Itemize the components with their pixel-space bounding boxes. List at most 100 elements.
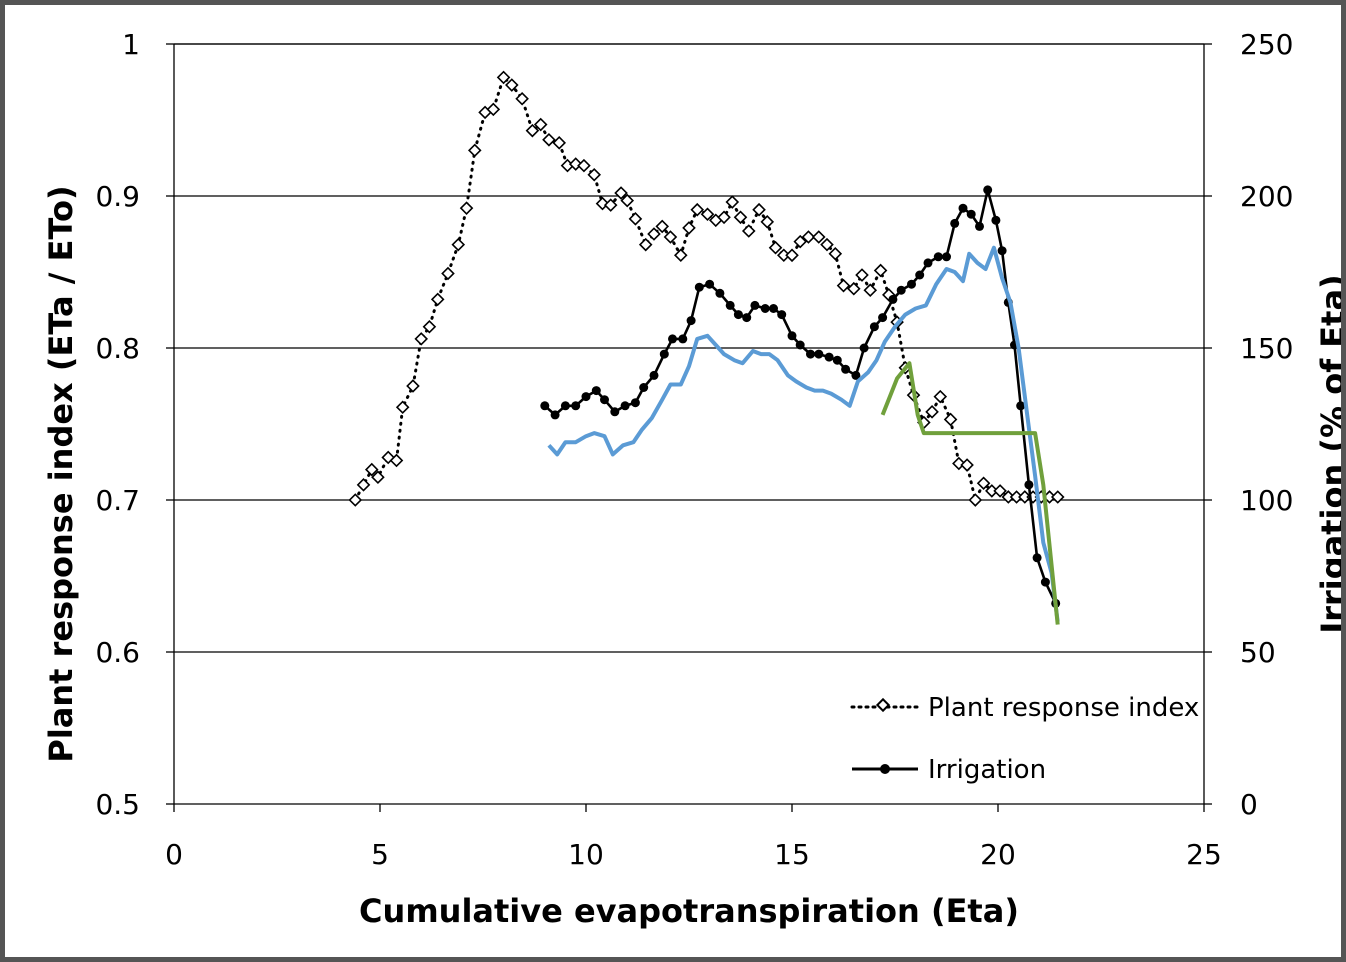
data-point-plant-response-index — [441, 266, 455, 281]
x-axis-ticks: 0 5 10 15 20 25 — [165, 838, 1222, 871]
y2-tick-label: 100 — [1240, 484, 1293, 517]
data-point-irrigation — [787, 331, 797, 341]
y2-tick-label: 0 — [1240, 788, 1258, 821]
data-point-irrigation — [725, 300, 735, 310]
data-point-plant-response-index — [863, 283, 878, 298]
data-point-plant-response-index — [356, 478, 371, 492]
data-point-plant-response-index — [364, 462, 379, 477]
data-point-plant-response-index — [620, 193, 635, 208]
x-tick-label: 5 — [371, 838, 389, 871]
data-point-plant-response-index — [1009, 490, 1024, 504]
data-point-plant-response-index — [801, 230, 816, 244]
data-point-plant-response-index — [700, 207, 715, 222]
data-point-plant-response-index — [395, 400, 410, 415]
y-axis-title: Plant response index (ETa / ETo) — [42, 185, 80, 762]
data-point-irrigation — [806, 349, 815, 359]
data-point-irrigation — [1016, 401, 1026, 411]
legend-item-plant-response-index: Plant response index — [850, 693, 1199, 723]
series-plant-response-index — [348, 70, 1065, 507]
series-line-plant-response-index — [353, 74, 1060, 505]
data-point-irrigation — [1024, 480, 1034, 490]
data-point-plant-response-index — [348, 493, 363, 507]
data-point-plant-response-index — [525, 123, 540, 138]
data-point-plant-response-index — [587, 167, 602, 182]
series-irrigation — [540, 185, 1061, 608]
data-point-irrigation — [888, 294, 898, 304]
data-point-plant-response-index — [406, 379, 420, 393]
data-point-irrigation — [742, 313, 752, 323]
y-tick-label: 0.8 — [95, 332, 140, 365]
data-point-plant-response-index — [733, 210, 748, 225]
data-point-irrigation — [760, 304, 770, 313]
data-point-plant-response-index — [717, 210, 731, 225]
axes — [166, 43, 1212, 812]
data-point-irrigation — [896, 285, 906, 295]
data-point-plant-response-index — [741, 224, 756, 238]
x-tick-label: 25 — [1186, 838, 1222, 871]
data-point-plant-response-index — [467, 143, 482, 158]
data-point-plant-response-index — [690, 202, 705, 217]
data-point-plant-response-index — [976, 476, 991, 491]
data-point-irrigation — [560, 401, 570, 411]
y-axis-ticks: 0.5 0.6 0.7 0.8 0.9 1 — [95, 28, 140, 821]
series-blue-series — [547, 245, 1060, 622]
y2-tick-label: 150 — [1240, 332, 1293, 365]
series-layer — [348, 70, 1065, 625]
legend-marker-plant-response-index — [875, 697, 891, 713]
line-chart: 0 5 10 15 20 25 0.5 0.6 0.7 0.8 0.9 1 0 50 100 150 200… — [42, 28, 1341, 930]
legend-marker-irrigation — [880, 764, 890, 774]
data-point-irrigation — [777, 310, 787, 320]
data-point-irrigation — [769, 304, 778, 313]
series-green-series — [880, 361, 1060, 625]
data-point-plant-response-index — [828, 246, 843, 261]
y-tick-label: 0.9 — [95, 180, 140, 213]
x-axis-title: Cumulative evapotranspiration (Eta) — [359, 892, 1019, 930]
y-tick-label: 0.6 — [95, 636, 140, 669]
data-point-plant-response-index — [811, 230, 826, 244]
data-point-plant-response-index — [836, 278, 851, 293]
data-point-plant-response-index — [776, 248, 791, 263]
data-point-plant-response-index — [1018, 490, 1032, 504]
data-point-plant-response-index — [673, 248, 688, 263]
data-point-plant-response-index — [968, 493, 983, 507]
data-point-irrigation — [686, 316, 696, 326]
data-point-plant-response-index — [655, 219, 670, 234]
gridlines — [174, 43, 1204, 653]
y2-axis-title: Irrigation (% of Eta) — [1314, 274, 1341, 633]
legend-label-irrigation: Irrigation — [928, 755, 1046, 785]
y2-tick-label: 50 — [1240, 636, 1276, 669]
data-point-irrigation — [915, 270, 925, 280]
data-point-plant-response-index — [542, 132, 556, 147]
data-point-irrigation — [591, 386, 601, 396]
data-point-irrigation — [733, 310, 743, 320]
data-point-plant-response-index — [647, 227, 661, 241]
data-point-irrigation — [991, 215, 1001, 225]
data-point-irrigation — [997, 246, 1007, 256]
x-tick-label: 10 — [568, 838, 604, 871]
data-point-plant-response-index — [993, 484, 1007, 498]
y-tick-label: 0.7 — [95, 484, 140, 517]
data-point-plant-response-index — [855, 268, 869, 282]
data-point-irrigation — [610, 407, 620, 417]
series-line-green-series — [880, 361, 1060, 625]
data-point-plant-response-index — [614, 186, 628, 200]
data-point-plant-response-index — [768, 240, 783, 255]
data-point-irrigation — [540, 401, 550, 411]
data-point-irrigation — [750, 300, 760, 310]
data-point-plant-response-index — [414, 332, 429, 346]
data-point-plant-response-index — [533, 117, 548, 132]
data-point-plant-response-index — [515, 91, 529, 106]
data-point-plant-response-index — [663, 230, 678, 244]
data-point-plant-response-index — [760, 215, 775, 229]
data-point-irrigation — [923, 258, 933, 268]
data-point-irrigation — [851, 370, 861, 380]
data-point-irrigation — [581, 392, 591, 402]
data-point-irrigation — [841, 364, 851, 374]
data-point-plant-response-index — [628, 212, 643, 226]
legend-label-plant-response-index: Plant response index — [928, 693, 1199, 723]
data-point-irrigation — [859, 343, 869, 353]
data-point-irrigation — [649, 370, 659, 380]
data-point-plant-response-index — [873, 263, 888, 278]
data-point-irrigation — [571, 401, 581, 411]
y-tick-label: 0.5 — [95, 788, 140, 821]
